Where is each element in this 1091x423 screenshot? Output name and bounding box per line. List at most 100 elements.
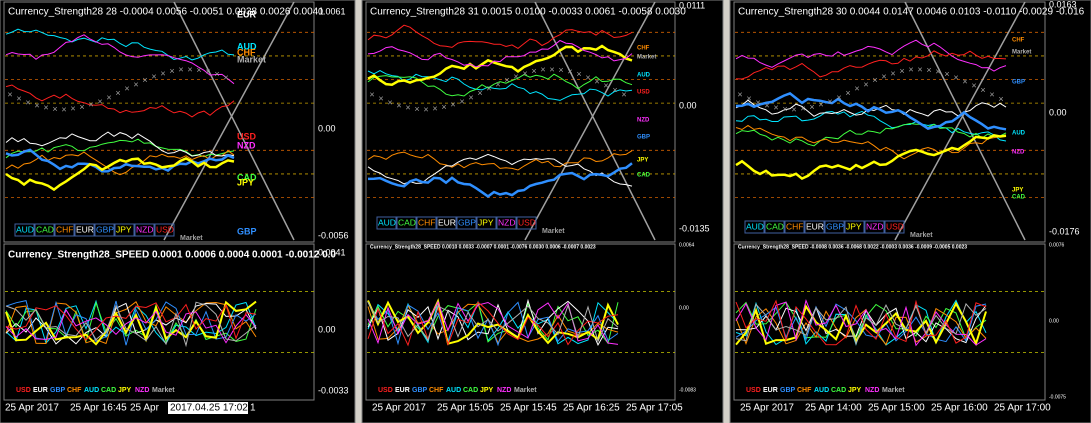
chart-window: × × × × × × × × × × × × × × × × × × × × × × × × × × × × × × Currency_S…	[729, 0, 1091, 423]
speed-line	[5, 302, 257, 341]
market-marker: ×	[378, 94, 383, 104]
strength-line	[5, 148, 235, 173]
legend-item: JPY	[480, 387, 494, 394]
line-label: Market	[637, 55, 656, 61]
legend-item: AUD	[814, 387, 829, 394]
legend-box	[134, 223, 155, 237]
strength-line	[735, 133, 1007, 181]
lower-plot	[3, 243, 315, 401]
time-label: 25 Apr 2017	[5, 403, 59, 414]
legend-item: NZD	[498, 217, 515, 227]
time-label: 25 Apr 16:45	[70, 403, 127, 414]
line-label: GBP	[637, 135, 650, 141]
strength-line	[367, 153, 633, 187]
market-marker: ×	[827, 96, 832, 106]
legend-item: CHF	[786, 221, 803, 231]
line-label: Market	[1012, 50, 1031, 56]
speed-line	[5, 301, 257, 345]
chart-window: × × × × × × × × × × × × × × × × × × × × × × × × × × × × × Currency_St…	[361, 0, 724, 423]
legend-item: Market	[152, 387, 175, 394]
legend-item: EUR	[395, 387, 410, 394]
market-marker: ×	[836, 92, 841, 102]
lower-plot	[733, 243, 1046, 401]
line-label: JPY	[637, 158, 648, 164]
line-label: JPY	[237, 177, 254, 187]
strength-line	[367, 44, 633, 86]
legend-item: AUD	[378, 217, 396, 227]
speed-line	[367, 298, 619, 347]
legend-item: NZD	[136, 224, 153, 234]
speed-line	[5, 300, 257, 346]
legend-box	[114, 223, 135, 237]
legend-item: GBP	[458, 217, 476, 227]
legend-item: NZD	[135, 387, 149, 394]
market-marker: ×	[773, 103, 778, 113]
legend-box	[34, 223, 55, 237]
market-marker: ×	[962, 76, 967, 86]
market-marker: ×	[800, 104, 805, 114]
market-marker: ×	[612, 85, 617, 95]
legend-box	[54, 223, 75, 237]
market-marker: ×	[755, 97, 760, 107]
legend-item: NZD	[866, 221, 883, 231]
line-label: NZD	[1012, 150, 1025, 156]
speed-line	[735, 302, 987, 346]
speed-line	[367, 301, 619, 343]
indicator-header: Currency_Strength28 28 -0.0004 0.0056 -0…	[8, 7, 324, 18]
market-marker: ×	[115, 88, 120, 98]
scale-label: -0.0056	[318, 230, 349, 240]
market-marker: ×	[106, 92, 111, 102]
indicator-header: Currency_Strength28_SPEED 0.0010 0.0033 …	[370, 244, 596, 250]
market-marker: ×	[881, 71, 886, 81]
scale-label: 0.0111	[679, 0, 705, 10]
scale-label: 0.0064	[679, 242, 695, 248]
market-marker: ×	[450, 100, 455, 110]
legend-box	[744, 220, 765, 234]
legend-item: CAD	[398, 217, 416, 227]
line-label: JPY	[1012, 188, 1023, 194]
speed-line	[735, 299, 987, 346]
trend-line	[534, 1, 656, 241]
market-marker: ×	[890, 68, 895, 78]
market-marker: ×	[872, 75, 877, 85]
market-marker: ×	[223, 73, 228, 83]
speed-line	[5, 302, 257, 345]
legend-item: JPY	[846, 221, 862, 231]
market-marker: ×	[576, 69, 581, 79]
line-label: AUD	[237, 41, 257, 51]
line-label: CHF	[1012, 38, 1025, 44]
market-marker: ×	[405, 103, 410, 113]
legend-box	[94, 223, 115, 237]
legend-box	[436, 216, 457, 230]
strength-line	[367, 150, 633, 171]
legend-item: AUD	[446, 387, 461, 394]
legend-item: Market	[514, 387, 537, 394]
indicator-header: Currency_Strength28_SPEED -0.0008 0.0036…	[738, 244, 967, 250]
market-marker: ×	[998, 94, 1003, 104]
time-label: 25 Apr 16:00	[931, 403, 988, 414]
market-marker: ×	[88, 100, 93, 110]
indicator-header: Currency_Strength28 30 0.0044 0.0147 0.0…	[738, 7, 1085, 18]
scale-label: 0.0061	[318, 6, 346, 16]
legend-box	[416, 216, 437, 230]
market-marker: ×	[52, 104, 57, 114]
scale-label: 0.0163	[1049, 0, 1077, 9]
legend-box	[456, 216, 477, 230]
strength-line	[735, 124, 1007, 160]
market-marker: ×	[818, 100, 823, 110]
legend-item: GBP	[780, 387, 796, 394]
line-label: GBP	[237, 226, 257, 236]
legend-item: GBP	[50, 387, 66, 394]
scale-label: 0.00	[1049, 107, 1067, 117]
trend-line	[524, 1, 656, 241]
time-label: 25 Apr 14:00	[805, 403, 862, 414]
line-label: USD	[637, 90, 650, 96]
legend-box	[764, 220, 785, 234]
line-label: AUD	[637, 73, 651, 79]
lower-plot	[365, 243, 676, 401]
legend-box	[804, 220, 825, 234]
strength-line	[367, 39, 633, 68]
strength-line	[367, 73, 633, 97]
trend-line	[163, 1, 295, 241]
time-label: 25 Apr 15:05	[437, 403, 494, 414]
